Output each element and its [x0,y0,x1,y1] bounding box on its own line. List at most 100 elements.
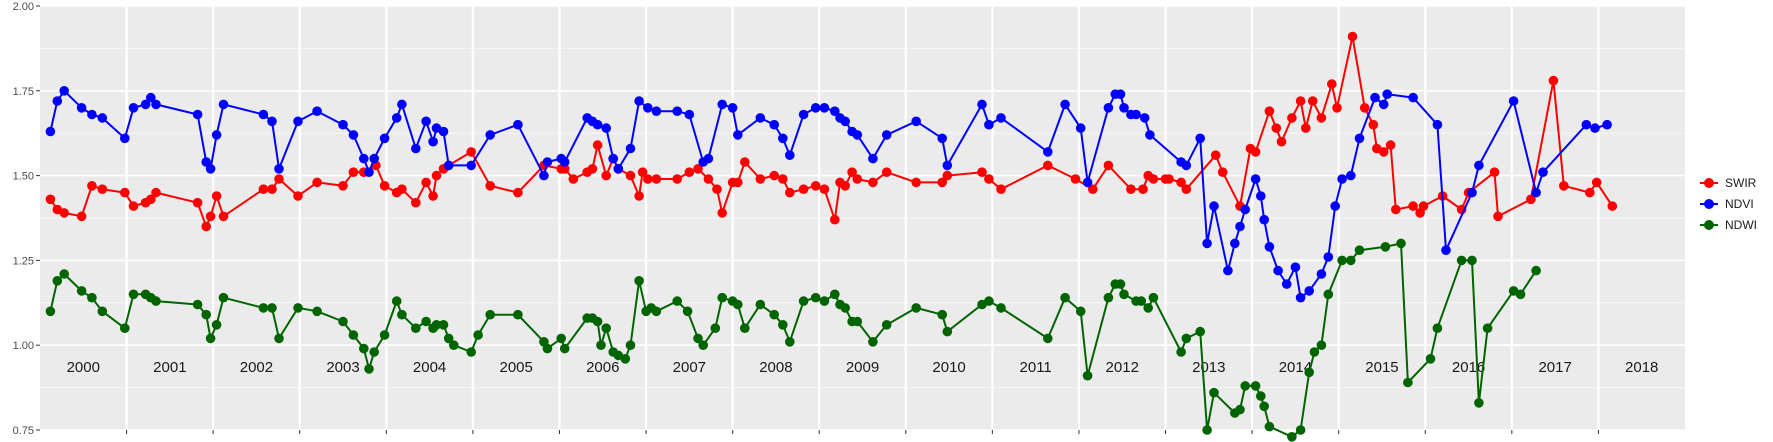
data-point-swir [211,191,222,201]
data-point-ndwi [421,316,431,327]
data-point-ndvi [428,136,438,147]
data-point-ndwi [1287,432,1297,442]
data-point-ndwi [258,303,269,313]
data-point-swir [1210,150,1221,160]
data-point-ndvi [218,99,229,110]
grid-major [40,5,1685,431]
data-point-ndwi [1354,245,1365,255]
data-point-swir [1271,123,1282,133]
data-point-ndvi [1235,221,1245,232]
legend-item-ndwi: NDWI [1700,218,1757,232]
data-point-ndvi [1581,119,1592,130]
data-point-ndwi [693,333,703,344]
data-point-ndwi [438,320,449,330]
data-point-ndvi [97,113,108,123]
legend-key-marker [1704,199,1714,209]
data-point-ndvi [1103,103,1114,113]
data-point-swir [120,187,130,198]
data-point-ndwi [364,364,374,374]
data-point-ndvi [911,116,921,127]
year-label: 2018 [1625,359,1658,376]
data-point-swir [755,174,766,184]
data-point-ndvi [52,96,63,106]
data-point-ndvi [411,143,421,154]
data-point-ndwi [211,320,222,330]
data-point-ndwi [1082,370,1093,381]
data-point-ndwi [868,337,878,347]
data-point-swir [1307,96,1318,106]
data-point-swir [559,164,570,174]
data-point-swir [151,187,161,198]
data-point-swir [1559,181,1569,191]
data-point-ndvi [977,99,987,110]
data-point-ndwi [911,303,921,313]
data-point-ndvi [1119,103,1129,113]
data-point-swir [1176,177,1186,188]
data-point-swir [1332,103,1342,113]
data-point-swir [1548,75,1559,86]
data-point-ndwi [267,303,277,313]
data-point-ndvi [1590,123,1600,133]
data-point-swir [1347,31,1358,42]
data-point-ndvi [1273,265,1283,276]
data-point-ndvi [1240,204,1250,215]
data-point-ndvi [1195,133,1205,144]
data-point-ndvi [1281,279,1292,289]
data-point-ndvi [608,153,618,164]
data-point-ndwi [151,296,161,306]
legend-label: NDVI [1725,197,1754,211]
data-point-swir [1359,103,1370,113]
data-point-ndwi [76,286,87,296]
data-point-ndwi [1195,326,1205,337]
data-point-ndvi [338,119,348,130]
data-point-ndwi [1346,255,1356,266]
data-point-ndvi [634,96,644,106]
data-point-ndvi [1538,167,1548,177]
data-point-swir [1327,79,1337,89]
data-point-swir [431,170,442,181]
data-point-swir [1126,184,1136,194]
data-point-ndwi [205,333,216,344]
data-point-swir [1287,113,1297,123]
data-point-ndvi [312,106,322,116]
data-point-ndvi [1408,92,1418,103]
year-label: 2001 [153,359,186,376]
data-point-swir [1250,147,1261,157]
data-point-swir [785,187,795,198]
data-point-ndvi [59,86,69,96]
data-point-swir [76,211,87,222]
data-point-ndvi [1378,99,1389,110]
data-point-ndwi [97,306,108,317]
data-point-ndwi [1304,367,1314,378]
data-point-ndwi [1103,292,1114,303]
data-point-swir [1489,167,1500,177]
year-label: 2012 [1106,359,1139,376]
data-point-swir [1301,123,1311,133]
data-point-ndwi [359,343,369,354]
data-point-ndvi [1230,238,1240,249]
data-point-ndvi [542,157,553,167]
data-point-ndvi [733,130,743,140]
data-point-ndwi [1250,381,1261,391]
data-point-ndwi [1256,391,1266,401]
data-point-ndwi [1060,292,1070,303]
data-point-swir [568,174,579,184]
data-point-ndvi [613,164,624,174]
data-point-ndwi [431,320,442,330]
data-point-ndvi [1202,238,1212,249]
data-point-ndwi [710,323,721,334]
data-point-swir [819,184,830,194]
data-point-swir [1138,184,1148,194]
data-point-swir [1391,204,1401,215]
year-label: 2004 [413,359,446,376]
data-point-swir [769,170,779,181]
data-point-ndwi [942,326,953,337]
data-point-ndwi [201,309,211,320]
data-point-ndvi [1346,170,1356,181]
data-point-ndvi [421,116,431,127]
year-label: 2006 [586,359,619,376]
data-point-swir [1385,140,1396,150]
data-point-ndwi [620,354,631,364]
data-point-ndvi [140,99,151,110]
